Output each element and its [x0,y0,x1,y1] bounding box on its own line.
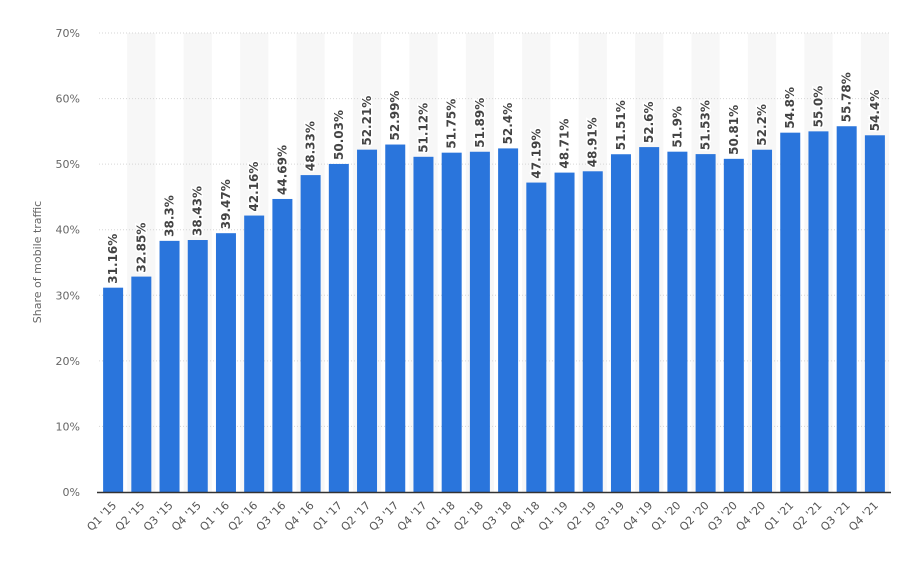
bar [244,215,265,493]
x-tick-label: Q4 '17 [395,499,430,534]
bar [526,182,547,493]
x-tick-label: Q2 '15 [113,499,148,534]
data-labels: 31.16% 32.85% 38.3% 38.43% 39.47% 42.16% 44.69… [105,71,884,285]
bar [103,287,124,492]
bar [864,135,885,492]
data-label: 52.6% [642,101,656,143]
x-tick-label: Q4 '15 [169,499,204,534]
data-label: 51.9% [670,106,684,148]
data-label: 51.75% [445,99,459,149]
data-label: 31.16% [106,234,120,284]
data-label: 48.33% [304,121,318,171]
bar [639,147,660,492]
data-label: 52.99% [388,91,402,141]
bar [723,158,744,492]
x-tick-label: Q1 '15 [84,499,119,534]
data-label: 48.91% [586,117,600,167]
data-label: 51.51% [614,100,628,150]
y-tick-label: 70% [56,27,80,40]
bar [385,144,406,493]
x-tick-label: Q2 '19 [564,499,599,534]
data-label: 50.81% [727,105,741,155]
bar [752,149,773,492]
y-tick-label: 20% [56,355,80,368]
y-tick-label: 0% [63,486,80,499]
bar [441,152,462,493]
data-label: 54.4% [868,90,882,132]
data-label: 38.3% [163,195,177,237]
y-tick-label: 30% [56,289,80,302]
data-label: 52.4% [501,103,515,145]
bar [272,198,293,492]
x-tick-label: Q3 '16 [254,499,289,534]
data-label: 48.71% [558,119,572,169]
data-label: 52.21% [360,96,374,146]
x-tick-label: Q3 '19 [592,499,627,534]
data-label: 52.2% [755,104,769,146]
data-label: 51.53% [699,100,713,150]
bar [582,171,603,492]
bar [215,233,236,492]
bar [498,148,519,493]
x-tick-label: Q1 '20 [649,499,684,534]
y-tick-label: 50% [56,158,80,171]
bar [554,172,575,493]
bar [159,240,180,492]
x-tick-label: Q4 '20 [733,499,768,534]
bar [300,175,321,492]
bar [667,151,688,493]
data-label: 51.89% [473,98,487,148]
bar [610,154,631,492]
x-tick-label: Q3 '18 [479,499,514,534]
data-label: 38.43% [191,186,205,236]
bar [469,151,490,492]
bar [836,126,857,493]
x-tick-label: Q1 '19 [536,499,571,534]
data-label: 50.03% [332,110,346,160]
bars [103,126,885,493]
x-tick-label: Q4 '18 [508,499,543,534]
x-tick-label: Q2 '16 [226,499,261,534]
x-tick-label: Q3 '15 [141,499,176,534]
y-tick-label: 10% [56,420,80,433]
x-tick-label: Q2 '18 [451,499,486,534]
data-label: 39.47% [219,179,233,229]
data-label: 44.69% [275,145,289,195]
x-tick-label: Q1 '18 [423,499,458,534]
y-axis-title: Share of mobile traffic [31,201,44,323]
x-tick-label: Q2 '17 [338,499,373,534]
data-label: 55.0% [811,86,825,128]
bar [131,276,152,492]
y-tick-label: 40% [56,224,80,237]
bar [695,154,716,493]
data-label: 54.8% [783,87,797,129]
data-label: 47.19% [529,129,543,179]
x-tick-label: Q4 '19 [621,499,656,534]
x-tick-label: Q3 '20 [705,499,740,534]
x-tick-label: Q4 '16 [282,499,317,534]
bar [328,163,349,492]
bar [808,131,829,492]
data-label: 32.85% [134,223,148,273]
data-label: 51.12% [416,103,430,153]
data-label: 42.16% [247,162,261,212]
x-tick-label: Q4 '21 [846,499,881,534]
bar [780,132,801,492]
x-tick-label: Q2 '20 [677,499,712,534]
x-tick-label: Q1 '17 [310,499,345,534]
data-label: 55.78% [840,72,854,122]
x-tick-label: Q2 '21 [790,499,825,534]
bar [187,240,208,492]
y-tick-label: 60% [56,93,80,106]
x-tick-label: Q3 '21 [818,499,853,534]
y-axis-ticks: 0% 10% 20% 30% 40% 50% 60% 70% [56,27,80,499]
x-tick-label: Q1 '21 [762,499,797,534]
x-tick-label: Q3 '17 [367,499,402,534]
bar [357,149,378,493]
bar [413,156,434,492]
x-tick-label: Q1 '16 [197,499,232,534]
